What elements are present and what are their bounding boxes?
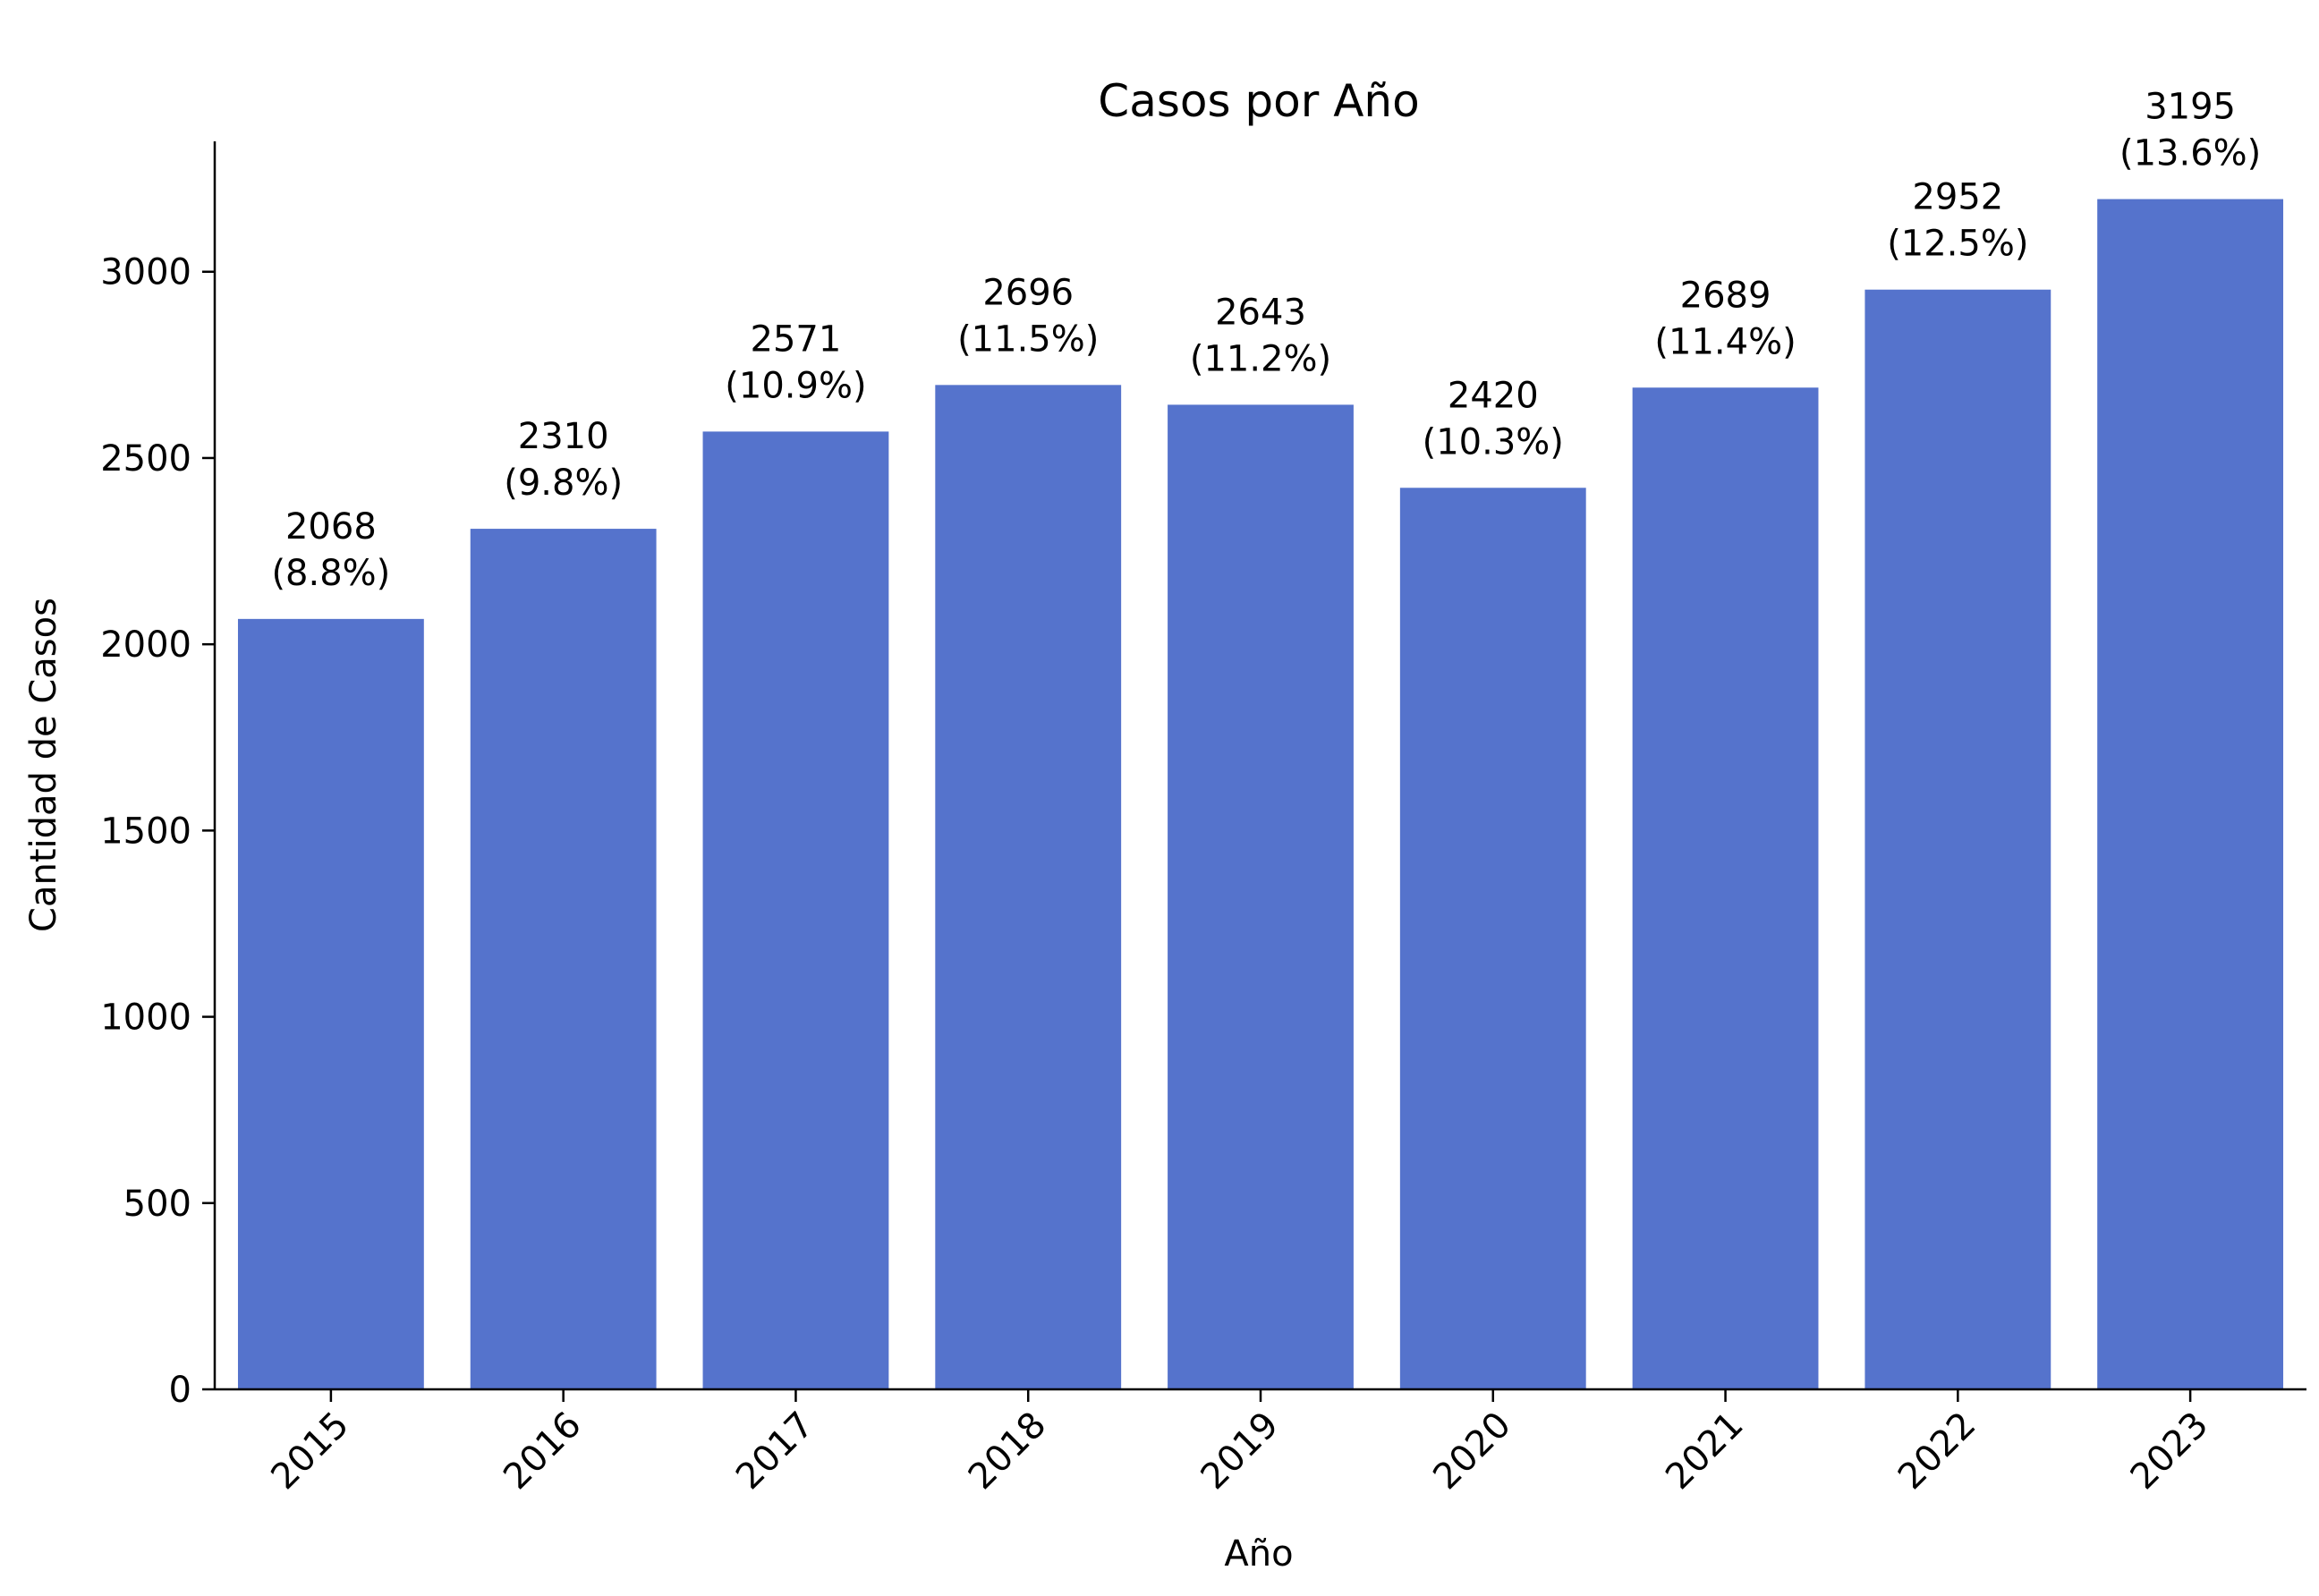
x-tick-label: 2017 bbox=[728, 1405, 822, 1498]
y-tick-label: 2000 bbox=[100, 624, 191, 666]
bar-percent-label: (10.9%) bbox=[725, 365, 866, 406]
bar-labels-group: 2068 (8.8%) 2310 (9.8%) 2571 (10.9%) 2696 (11.5… bbox=[271, 87, 2261, 594]
x-axis-label: Año bbox=[1224, 1533, 1293, 1575]
bar-percent-label: (11.5%) bbox=[957, 318, 1099, 360]
x-axis: 2015 2016 2017 2018 2019 2020 2021 2022 2023 bbox=[215, 1388, 2306, 1498]
y-tick-label: 2500 bbox=[100, 438, 191, 480]
chart-title: Casos por Año bbox=[1098, 75, 1419, 127]
bar-percent-label: (8.8%) bbox=[271, 553, 390, 594]
bar bbox=[702, 431, 889, 1390]
bar bbox=[2097, 199, 2284, 1389]
bar-value-label: 2689 bbox=[1680, 275, 1771, 316]
bars-group bbox=[237, 199, 2284, 1390]
bar bbox=[1399, 488, 1586, 1389]
y-tick-label: 1000 bbox=[100, 998, 191, 1039]
y-tick-label: 500 bbox=[123, 1184, 191, 1225]
bar-value-label: 2952 bbox=[1912, 177, 2003, 218]
y-tick-label: 0 bbox=[169, 1370, 191, 1411]
x-tick-label: 2020 bbox=[1425, 1405, 1519, 1498]
y-tick-label: 3000 bbox=[100, 252, 191, 293]
bar-value-label: 3195 bbox=[2145, 87, 2236, 128]
bar-value-label: 2643 bbox=[1215, 292, 1306, 333]
bar bbox=[470, 529, 657, 1389]
bar-value-label: 2571 bbox=[751, 318, 842, 360]
x-tick-label: 2019 bbox=[1193, 1405, 1287, 1498]
bar bbox=[237, 618, 424, 1389]
bar-percent-label: (11.4%) bbox=[1654, 321, 1796, 362]
bar-value-label: 2420 bbox=[1448, 375, 1539, 416]
bar-percent-label: (13.6%) bbox=[2119, 133, 2261, 174]
bar bbox=[935, 385, 1122, 1390]
bar-value-label: 2068 bbox=[285, 506, 377, 548]
bar bbox=[1865, 289, 2051, 1389]
bar bbox=[1168, 404, 1354, 1389]
x-tick-label: 2018 bbox=[961, 1405, 1055, 1498]
y-tick-label: 1500 bbox=[100, 811, 191, 852]
bar bbox=[1632, 387, 1819, 1390]
bar-percent-label: (11.2%) bbox=[1190, 338, 1331, 379]
bar-percent-label: (12.5%) bbox=[1887, 224, 2028, 265]
y-axis-label: Cantidad de Casos bbox=[23, 598, 64, 932]
x-tick-label: 2016 bbox=[496, 1405, 590, 1498]
y-axis: 0 500 1000 1500 2000 2500 3000 bbox=[100, 141, 217, 1411]
bar-value-label: 2696 bbox=[982, 272, 1074, 313]
x-tick-label: 2023 bbox=[2123, 1405, 2217, 1498]
x-tick-label: 2022 bbox=[1890, 1405, 1984, 1498]
x-tick-label: 2015 bbox=[263, 1405, 357, 1498]
bar-percent-label: (10.3%) bbox=[1423, 421, 1564, 463]
bar-value-label: 2310 bbox=[518, 416, 609, 457]
bar-percent-label: (9.8%) bbox=[504, 463, 623, 504]
x-tick-label: 2021 bbox=[1658, 1405, 1752, 1498]
